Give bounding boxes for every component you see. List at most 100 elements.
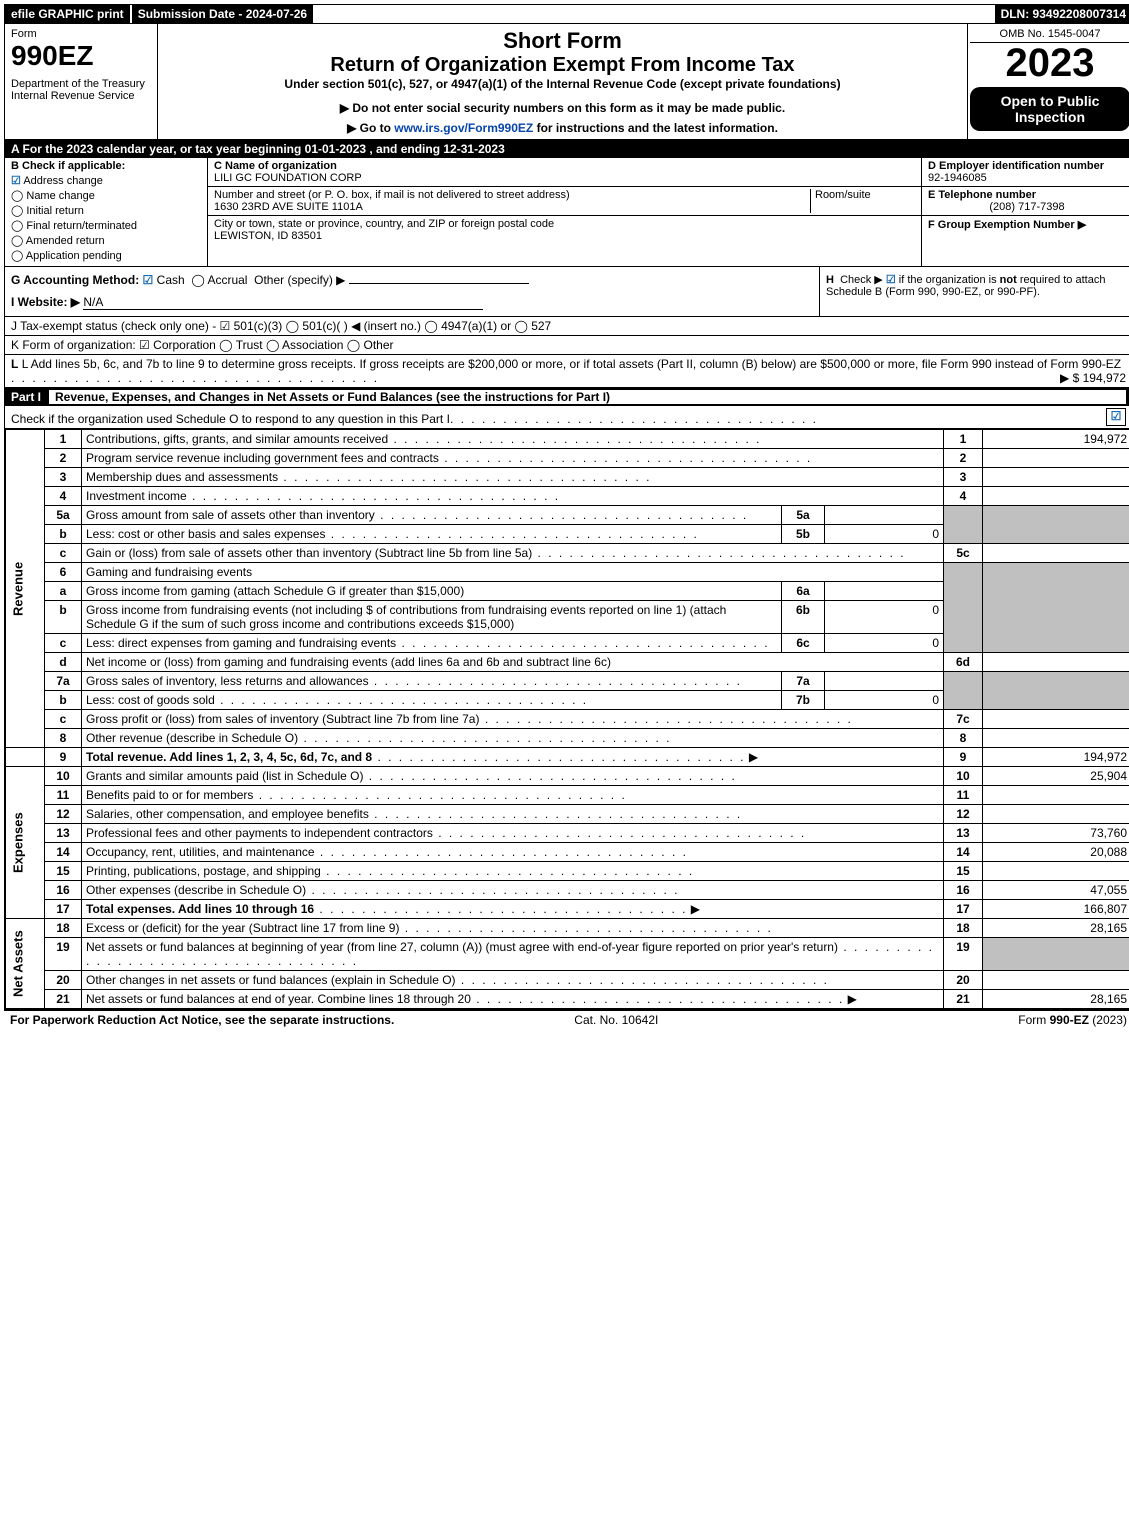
efile-print[interactable]: efile GRAPHIC print: [5, 5, 130, 23]
org-info-block: B Check if applicable: ☑ Address change …: [5, 158, 1129, 267]
line-20: 20Other changes in net assets or fund ba…: [6, 971, 1129, 990]
gross-receipts: ▶ $ 194,972: [1060, 371, 1126, 385]
chk-cash[interactable]: ☑: [143, 273, 154, 287]
section-a-row: A For the 2023 calendar year, or tax yea…: [5, 140, 1129, 158]
form-header: Form 990EZ Department of the Treasury In…: [5, 24, 1129, 140]
line-13: 13Professional fees and other payments t…: [6, 824, 1129, 843]
short-form-title: Short Form: [162, 28, 963, 54]
line-1: Revenue 1 Contributions, gifts, grants, …: [6, 430, 1129, 449]
dept-treasury: Department of the Treasury Internal Reve…: [11, 78, 151, 102]
row-g-h: G Accounting Method: ☑ Cash ◯ Accrual Ot…: [5, 267, 1129, 317]
box-e: E Telephone number (208) 717-7398: [922, 187, 1129, 216]
org-name: LILI GC FOUNDATION CORP: [214, 172, 362, 184]
line-7c: cGross profit or (loss) from sales of in…: [6, 710, 1129, 729]
line-5a: 5aGross amount from sale of assets other…: [6, 506, 1129, 525]
box-d: D Employer identification number 92-1946…: [922, 158, 1129, 187]
line-6: 6Gaming and fundraising events: [6, 563, 1129, 582]
line-7a: 7aGross sales of inventory, less returns…: [6, 672, 1129, 691]
box-b-label: B Check if applicable:: [11, 160, 201, 172]
part-1-label: Part I: [11, 390, 49, 404]
main-title: Return of Organization Exempt From Incom…: [162, 54, 963, 77]
row-l: L L Add lines 5b, 6c, and 7b to line 9 t…: [5, 355, 1129, 388]
row-h: H Check ▶ ☑ if the organization is not r…: [819, 267, 1129, 316]
chk-schedule-b[interactable]: ☑: [886, 274, 896, 286]
schedule-o-check-row: Check if the organization used Schedule …: [5, 406, 1129, 429]
line-18: Net Assets 18Excess or (deficit) for the…: [6, 919, 1129, 938]
submission-date: Submission Date - 2024-07-26: [130, 5, 313, 23]
open-public-badge: Open to Public Inspection: [970, 87, 1129, 131]
top-bar: efile GRAPHIC print Submission Date - 20…: [4, 4, 1129, 24]
ein-value: 92-1946085: [928, 172, 987, 184]
line-6d: dNet income or (loss) from gaming and fu…: [6, 653, 1129, 672]
subtitle: Under section 501(c), 527, or 4947(a)(1)…: [162, 77, 963, 91]
revenue-label: Revenue: [6, 430, 45, 748]
box-f: F Group Exemption Number ▶: [922, 216, 1129, 233]
form-container: Form 990EZ Department of the Treasury In…: [4, 24, 1129, 1010]
phone-label: E Telephone number: [928, 189, 1036, 201]
line-2: 2Program service revenue including gover…: [6, 449, 1129, 468]
box-def: D Employer identification number 92-1946…: [921, 158, 1129, 266]
line-17: 17Total expenses. Add lines 10 through 1…: [6, 900, 1129, 919]
line-5c: cGain or (loss) from sale of assets othe…: [6, 544, 1129, 563]
header-center: Short Form Return of Organization Exempt…: [158, 24, 967, 139]
row-k: K Form of organization: ☑ Corporation ◯ …: [5, 336, 1129, 355]
chk-accrual[interactable]: Accrual: [207, 273, 247, 287]
schedule-o-text: Check if the organization used Schedule …: [11, 412, 450, 426]
chk-application-pending[interactable]: ◯ Application pending: [11, 249, 201, 262]
city-value: LEWISTON, ID 83501: [214, 230, 322, 242]
part-1-table: Revenue 1 Contributions, gifts, grants, …: [5, 429, 1129, 1009]
room-suite: Room/suite: [810, 189, 915, 213]
line-9: 9Total revenue. Add lines 1, 2, 3, 4, 5c…: [6, 748, 1129, 767]
accounting-label: G Accounting Method:: [11, 273, 139, 287]
city-row: City or town, state or province, country…: [208, 216, 921, 244]
chk-schedule-o[interactable]: ☑: [1106, 408, 1126, 426]
footer-left: For Paperwork Reduction Act Notice, see …: [10, 1013, 394, 1027]
row-j: J Tax-exempt status (check only one) - ☑…: [5, 317, 1129, 336]
line-14: 14Occupancy, rent, utilities, and mainte…: [6, 843, 1129, 862]
line-21: 21Net assets or fund balances at end of …: [6, 990, 1129, 1009]
header-left: Form 990EZ Department of the Treasury In…: [5, 24, 158, 139]
phone-value: (208) 717-7398: [928, 201, 1126, 213]
website-value: N/A: [83, 295, 483, 310]
chk-amended-return[interactable]: ◯ Amended return: [11, 234, 201, 247]
goto-link[interactable]: ▶ Go to www.irs.gov/Form990EZ for instru…: [162, 121, 963, 135]
accounting-other: Other (specify) ▶: [254, 273, 345, 287]
form-word: Form: [11, 28, 151, 40]
street-value: 1630 23RD AVE SUITE 1101A: [214, 201, 363, 213]
group-exemption-label: F Group Exemption Number ▶: [928, 219, 1086, 231]
footer-formref: Form 990-EZ (2023): [1018, 1013, 1127, 1027]
tax-year: 2023: [970, 43, 1129, 83]
footer-catno: Cat. No. 10642I: [574, 1013, 658, 1027]
irs-link[interactable]: www.irs.gov/Form990EZ: [394, 121, 533, 135]
street-label: Number and street (or P. O. box, if mail…: [214, 189, 570, 201]
ein-label: D Employer identification number: [928, 160, 1104, 172]
line-12: 12Salaries, other compensation, and empl…: [6, 805, 1129, 824]
row-g: G Accounting Method: ☑ Cash ◯ Accrual Ot…: [5, 267, 819, 316]
dots: [11, 371, 379, 385]
line-11: 11Benefits paid to or for members11: [6, 786, 1129, 805]
form-number: 990EZ: [11, 40, 151, 72]
line-15: 15Printing, publications, postage, and s…: [6, 862, 1129, 881]
part-1-header: Part I Revenue, Expenses, and Changes in…: [5, 388, 1129, 406]
other-input[interactable]: [349, 283, 529, 284]
line-8: 8Other revenue (describe in Schedule O)8: [6, 729, 1129, 748]
part-1-title: Revenue, Expenses, and Changes in Net As…: [49, 390, 1126, 404]
header-right: OMB No. 1545-0047 2023 Open to Public In…: [967, 24, 1129, 139]
chk-name-change[interactable]: ◯ Name change: [11, 189, 201, 202]
line-16: 16Other expenses (describe in Schedule O…: [6, 881, 1129, 900]
chk-address-change[interactable]: ☑ Address change: [11, 174, 201, 187]
page-footer: For Paperwork Reduction Act Notice, see …: [4, 1010, 1129, 1029]
org-name-row: C Name of organization LILI GC FOUNDATIO…: [208, 158, 921, 187]
line-4: 4Investment income4: [6, 487, 1129, 506]
topbar-spacer: [313, 5, 994, 23]
box-b: B Check if applicable: ☑ Address change …: [5, 158, 208, 266]
chk-initial-return[interactable]: ◯ Initial return: [11, 204, 201, 217]
box-c-label: C Name of organization: [214, 160, 337, 172]
line-10: Expenses 10Grants and similar amounts pa…: [6, 767, 1129, 786]
row-l-text: L Add lines 5b, 6c, and 7b to line 9 to …: [22, 357, 1121, 371]
expenses-label: Expenses: [6, 767, 45, 919]
city-label: City or town, state or province, country…: [214, 218, 554, 230]
box-c: C Name of organization LILI GC FOUNDATIO…: [208, 158, 921, 266]
line-19: 19Net assets or fund balances at beginni…: [6, 938, 1129, 971]
chk-final-return[interactable]: ◯ Final return/terminated: [11, 219, 201, 232]
